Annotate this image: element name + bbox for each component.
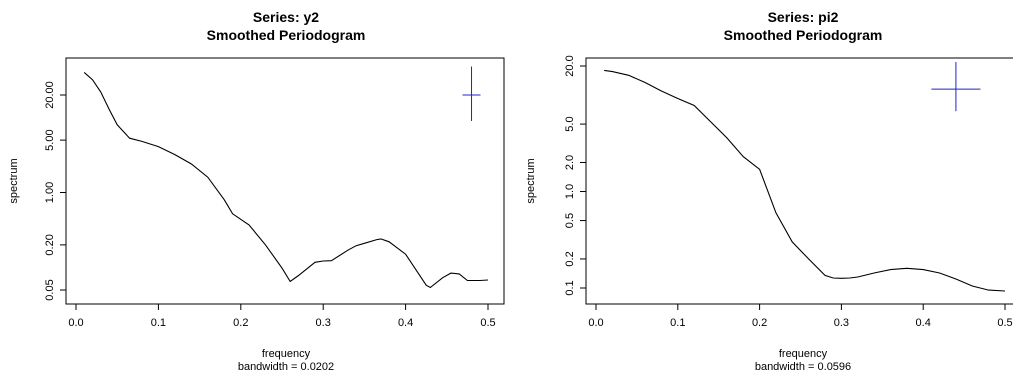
series-group bbox=[83, 71, 489, 289]
y-tick-label: 0.1 bbox=[564, 280, 576, 295]
ci-marker bbox=[931, 62, 981, 112]
x-tick-label: 0.2 bbox=[752, 317, 767, 329]
y-axis-label: spectrum bbox=[525, 158, 537, 203]
y-tick-label: 2.0 bbox=[564, 155, 576, 170]
x-tick-label: 0.1 bbox=[151, 317, 166, 329]
x-axis-ticks: 0.0 0.1 0.2 0.3 0.4 0.5 bbox=[588, 304, 1013, 329]
chart-title: Series: pi2 bbox=[768, 9, 839, 25]
y-axis-ticks: 0.1 0.2 0.5 1.0 2.0 5.0 20.0 bbox=[564, 55, 586, 296]
y-axis-ticks: 0.05 0.20 1.00 5.00 20.00 bbox=[44, 81, 66, 301]
x-axis-ticks: 0.0 0.1 0.2 0.3 0.4 0.5 bbox=[68, 304, 496, 329]
chart-subtitle: Smoothed Periodogram bbox=[724, 27, 883, 43]
x-axis-label: frequency bbox=[779, 348, 828, 360]
y-tick-label: 20.0 bbox=[564, 55, 576, 76]
ci-marker bbox=[462, 66, 481, 121]
y-tick-label: 0.20 bbox=[44, 234, 56, 255]
series-group bbox=[604, 69, 1006, 292]
y-tick-label: 20.00 bbox=[44, 81, 56, 109]
y-tick-label: 0.2 bbox=[564, 251, 576, 266]
x-tick-label: 0.5 bbox=[480, 317, 495, 329]
spectrum-line bbox=[83, 71, 489, 289]
bandwidth-label: bandwidth = 0.0596 bbox=[755, 361, 851, 373]
chart-title: Series: y2 bbox=[253, 9, 319, 25]
y-tick-label: 0.5 bbox=[564, 213, 576, 228]
panel-pi2: Series: pi2 Smoothed Periodogram spectru… bbox=[525, 9, 1013, 373]
x-tick-label: 0.2 bbox=[233, 317, 248, 329]
chart-subtitle: Smoothed Periodogram bbox=[207, 27, 366, 43]
y-tick-label: 0.05 bbox=[44, 279, 56, 300]
y-axis-label: spectrum bbox=[8, 158, 20, 203]
x-tick-label: 0.1 bbox=[670, 317, 685, 329]
y-tick-label: 5.00 bbox=[44, 129, 56, 150]
x-tick-label: 0.3 bbox=[316, 317, 331, 329]
bandwidth-label: bandwidth = 0.0202 bbox=[238, 361, 334, 373]
y-tick-label: 1.0 bbox=[564, 184, 576, 199]
x-tick-label: 0.0 bbox=[68, 317, 83, 329]
x-tick-label: 0.5 bbox=[997, 317, 1012, 329]
x-tick-label: 0.4 bbox=[916, 317, 931, 329]
y-tick-label: 5.0 bbox=[564, 116, 576, 131]
spectrum-line bbox=[604, 69, 1006, 292]
plot-frame bbox=[585, 57, 1013, 305]
x-tick-label: 0.3 bbox=[834, 317, 849, 329]
panel-y2: Series: y2 Smoothed Periodogram spectrum… bbox=[8, 9, 505, 373]
x-axis-label: frequency bbox=[262, 348, 311, 360]
y-tick-label: 1.00 bbox=[44, 182, 56, 203]
x-tick-label: 0.4 bbox=[398, 317, 413, 329]
plot-frame bbox=[65, 57, 505, 305]
x-tick-label: 0.0 bbox=[588, 317, 603, 329]
